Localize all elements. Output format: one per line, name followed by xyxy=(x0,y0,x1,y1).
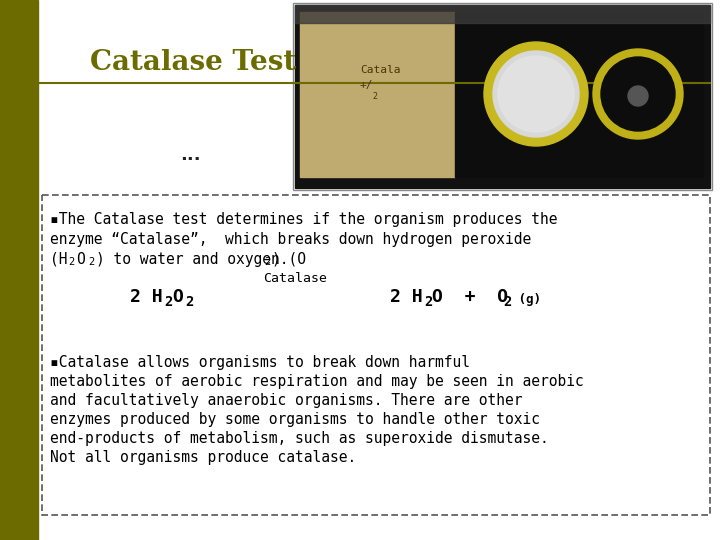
Text: 2: 2 xyxy=(164,295,172,309)
Text: enzyme “Catalase”,  which breaks down hydrogen peroxide: enzyme “Catalase”, which breaks down hyd… xyxy=(50,232,531,247)
Text: ▪The Catalase test determines if the organism produces the: ▪The Catalase test determines if the org… xyxy=(50,212,557,227)
Text: 2 H: 2 H xyxy=(390,288,423,306)
Text: and facultatively anaerobic organisms. There are other: and facultatively anaerobic organisms. T… xyxy=(50,393,523,408)
Text: ▪Catalase allows organisms to break down harmful: ▪Catalase allows organisms to break down… xyxy=(50,355,470,370)
FancyBboxPatch shape xyxy=(42,195,710,515)
Circle shape xyxy=(601,57,675,131)
Circle shape xyxy=(498,56,574,132)
Text: metabolites of aerobic respiration and may be seen in aerobic: metabolites of aerobic respiration and m… xyxy=(50,374,584,389)
Text: 2: 2 xyxy=(68,257,74,267)
Bar xyxy=(455,12,703,177)
Text: 2: 2 xyxy=(503,295,511,309)
Text: O  +  O: O + O xyxy=(432,288,508,306)
Text: O: O xyxy=(76,252,85,267)
Text: (g): (g) xyxy=(511,293,541,306)
Text: 2: 2 xyxy=(185,295,194,309)
Text: ...: ... xyxy=(180,146,201,164)
Text: ) to water and oxygen (O: ) to water and oxygen (O xyxy=(96,252,306,267)
Bar xyxy=(295,5,710,188)
Bar xyxy=(295,5,710,23)
Text: 2: 2 xyxy=(424,295,433,309)
Text: end-products of metabolism, such as superoxide dismutase.: end-products of metabolism, such as supe… xyxy=(50,431,549,446)
Text: Catala: Catala xyxy=(360,65,400,75)
Text: Catalase: Catalase xyxy=(263,272,327,285)
Circle shape xyxy=(493,51,579,137)
Text: 2: 2 xyxy=(372,92,377,101)
Circle shape xyxy=(628,86,648,106)
Text: Catalase Test: Catalase Test xyxy=(90,49,296,76)
Text: 2 H: 2 H xyxy=(130,288,163,306)
Text: +/: +/ xyxy=(360,80,374,90)
Text: enzymes produced by some organisms to handle other toxic: enzymes produced by some organisms to ha… xyxy=(50,412,540,427)
Text: 2: 2 xyxy=(264,257,270,267)
Bar xyxy=(300,12,455,177)
Text: Not all organisms produce catalase.: Not all organisms produce catalase. xyxy=(50,450,356,465)
Text: (H: (H xyxy=(50,252,68,267)
Bar xyxy=(0,0,38,540)
Text: ).: ). xyxy=(272,252,289,267)
Circle shape xyxy=(593,49,683,139)
Circle shape xyxy=(484,42,588,146)
Text: 2: 2 xyxy=(88,257,94,267)
Text: O: O xyxy=(172,288,183,306)
